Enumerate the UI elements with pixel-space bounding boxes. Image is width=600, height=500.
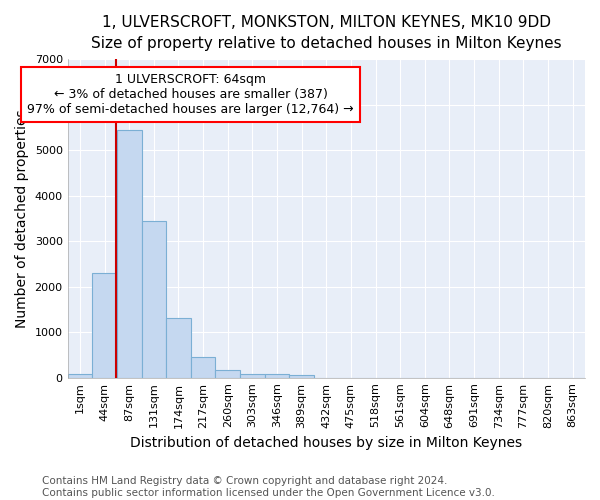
Bar [215,370,240,378]
Bar [92,273,117,378]
X-axis label: Distribution of detached houses by size in Milton Keynes: Distribution of detached houses by size … [130,436,523,450]
Y-axis label: Number of detached properties: Number of detached properties [15,109,29,328]
Bar [166,318,191,378]
Bar [117,130,142,378]
Text: Contains HM Land Registry data © Crown copyright and database right 2024.
Contai: Contains HM Land Registry data © Crown c… [42,476,495,498]
Bar [142,220,166,378]
Title: 1, ULVERSCROFT, MONKSTON, MILTON KEYNES, MK10 9DD
Size of property relative to d: 1, ULVERSCROFT, MONKSTON, MILTON KEYNES,… [91,15,562,51]
Text: 1 ULVERSCROFT: 64sqm
← 3% of detached houses are smaller (387)
97% of semi-detac: 1 ULVERSCROFT: 64sqm ← 3% of detached ho… [28,73,354,116]
Bar [289,376,314,378]
Bar [265,374,289,378]
Bar [68,374,92,378]
Bar [240,374,265,378]
Bar [191,357,215,378]
